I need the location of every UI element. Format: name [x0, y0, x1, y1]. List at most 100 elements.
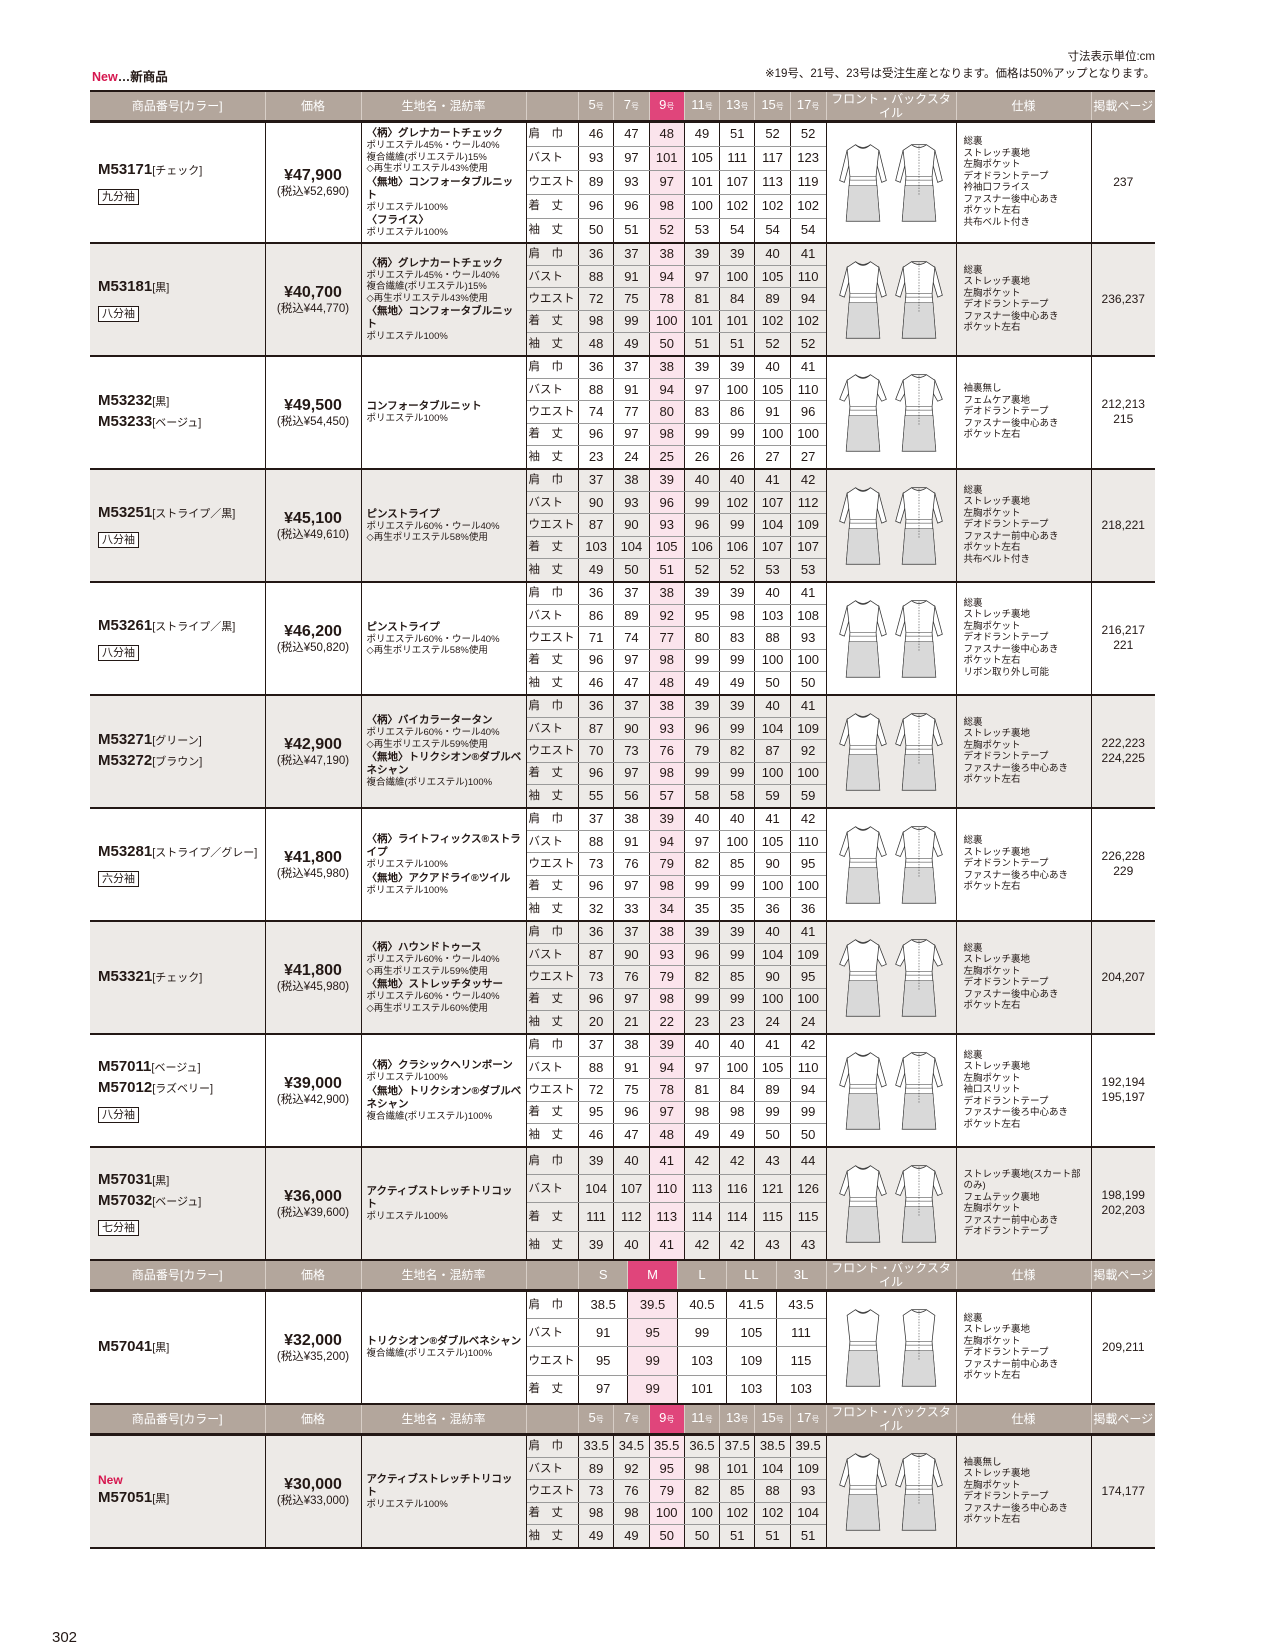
measurements-table: 肩 巾 36 37 38 39 39 40 41 バスト 87 90 93 96 99 104 109 ウエスト… — [526, 695, 826, 807]
measure-value: 107 — [613, 1174, 650, 1204]
measure-value: 116 — [719, 1174, 755, 1204]
price-cell: ¥30,000 (税込¥33,000) — [264, 1434, 361, 1549]
measure-row: 着 丈 96 97 98 99 99 100 100 — [526, 762, 826, 786]
product-code-cell: M57011[ベージュ] M57012[ラズベリー] 八分袖 — [90, 1033, 265, 1148]
spec-item: ポケット左右 — [963, 1370, 1021, 1381]
spec-item: ポケット左右 — [963, 542, 1021, 554]
price: ¥36,000 — [284, 1187, 342, 1205]
measure-row: バスト 88 91 94 97 100 105 110 — [526, 378, 826, 402]
fabric-name: 〈柄〉グレナカートチェック — [366, 127, 504, 139]
measure-value: 81 — [683, 1078, 720, 1102]
measurements-cell: 肩 巾 38.5 39.5 40.5 41.5 43.5 バスト 91 95 99 105 111 ウエ… — [525, 1290, 826, 1405]
measure-value: 93 — [648, 943, 685, 967]
measure-value: 80 — [683, 626, 720, 650]
made-to-order-note: ※19号、21号、23号は受注生産となります。価格は50%アップとなります。 — [764, 68, 1155, 80]
spec-item: ストレッチ裏地 — [963, 609, 1031, 621]
measure-row: バスト 87 90 93 96 99 104 109 — [526, 943, 826, 967]
col-header-price: 価格 — [264, 90, 361, 123]
measure-value: 104 — [613, 536, 650, 560]
measure-value: 94 — [648, 1056, 685, 1080]
measure-row: 着 丈 96 97 98 99 99 100 100 — [526, 875, 826, 899]
measure-label: 着 丈 — [526, 423, 579, 447]
size-label: 5 — [588, 1409, 596, 1425]
product-code-cell: New M57051[黒] — [90, 1434, 265, 1549]
measure-value: 49 — [577, 558, 614, 581]
fabric-name: アクティブストレッチトリコット — [366, 1472, 513, 1498]
measure-label: 着 丈 — [526, 194, 579, 219]
measure-value: 99 — [683, 649, 720, 673]
spec-cell: 総裏 ストレッチ裏地 デオドラントテープ ファスナー後ろ中心あき ポケット左右 — [955, 807, 1091, 922]
style-illustration-cell — [825, 242, 956, 357]
measure-value: 99 — [789, 1101, 826, 1125]
measurements-table: 肩 巾 36 37 38 39 39 40 41 バスト 88 91 94 97 100 105 110 ウエス… — [526, 243, 826, 355]
spec-item: ポケット左右 — [963, 774, 1021, 785]
price-cell: ¥45,100 (税込¥49,610) — [264, 468, 361, 583]
measure-row: 袖 丈 50 51 52 53 54 54 54 — [526, 218, 826, 242]
measure-row: 着 丈 96 97 98 99 99 100 100 — [526, 649, 826, 673]
front-style-illustration — [839, 144, 887, 222]
measure-value: 76 — [613, 965, 650, 989]
measure-label: バスト — [526, 146, 579, 171]
measure-row: ウエスト 72 75 78 81 84 89 94 — [526, 287, 826, 311]
measure-label: バスト — [526, 1174, 579, 1204]
spec-item: フェムテック裏地 — [963, 1191, 1040, 1203]
measure-value: 24 — [613, 445, 650, 468]
size-label: 13 — [726, 97, 741, 112]
price-cell: ¥41,800 (税込¥45,980) — [264, 807, 361, 922]
measure-value: 100 — [719, 830, 755, 854]
measure-value: 92 — [648, 604, 685, 628]
measure-value: 52 — [754, 332, 791, 355]
measure-value: 51 — [683, 332, 720, 355]
spec-item: ストレッチ裏地 — [963, 1468, 1031, 1479]
size-header-M: M — [627, 1260, 678, 1289]
measure-value: 96 — [577, 762, 614, 786]
measure-label: バスト — [526, 265, 579, 289]
measure-value: 95 — [789, 965, 826, 989]
measure-value: 93 — [789, 1479, 826, 1503]
measure-value: 24 — [789, 1010, 826, 1033]
spec-item: 総裏 — [963, 597, 983, 609]
fabric-name: 〈柄〉バイカラータータン — [366, 714, 493, 727]
size-suffix: 号 — [666, 1414, 675, 1424]
measure-value: 100 — [719, 1056, 755, 1080]
spec-item: 共布ベルト付き — [963, 216, 1031, 228]
measurements-table: 肩 巾 38.5 39.5 40.5 41.5 43.5 バスト 91 95 99 105 111 ウエ… — [526, 1291, 826, 1403]
measurements-table: 肩 巾 37 38 39 40 40 41 42 バスト 88 91 94 97 100 105 110 ウエス… — [526, 1034, 826, 1146]
spec-item: デオドラントテープ — [963, 1347, 1049, 1358]
measure-value: 51 — [789, 1524, 826, 1547]
measure-row: バスト 89 92 95 98 101 104 109 — [526, 1457, 826, 1481]
measure-value: 101 — [683, 170, 720, 195]
measure-row: 肩 巾 36 37 38 39 39 40 41 — [526, 921, 826, 944]
spec-cell: 総裏 ストレッチ裏地 左胸ポケット デオドラントテープ ファスナー後中心あき ポケット左右 — [955, 920, 1091, 1035]
catalog-page-ref: 229 — [1113, 864, 1134, 878]
measure-value: 99 — [719, 988, 755, 1012]
new-badge: New — [98, 1473, 123, 1487]
product-code: M57051[黒] — [98, 1488, 261, 1509]
measure-label: 肩 巾 — [526, 356, 579, 379]
measure-value: 94 — [789, 1078, 826, 1102]
measure-value: 40 — [683, 469, 720, 492]
front-style-illustration — [845, 1309, 881, 1387]
measurements-table: 肩 巾 36 37 38 39 39 40 41 バスト 87 90 93 96 99 104 109 ウエスト… — [526, 921, 826, 1033]
measure-value: 43.5 — [775, 1291, 826, 1320]
measure-value: 110 — [789, 830, 826, 854]
fabric-name: ピンストライプ — [366, 620, 440, 633]
measure-value: 41 — [648, 1147, 685, 1176]
measure-value: 36 — [577, 243, 614, 266]
measure-row: バスト 93 97 101 105 111 117 123 — [526, 146, 826, 171]
measure-value: 99 — [627, 1346, 678, 1376]
measure-row: 肩 巾 38.5 39.5 40.5 41.5 43.5 — [526, 1291, 826, 1320]
catalog-page-ref: 209,211 — [1102, 1339, 1145, 1354]
measure-value: 100 — [754, 988, 791, 1012]
measure-label: バスト — [526, 1056, 579, 1080]
measure-value: 51 — [648, 558, 685, 581]
front-style-illustration — [839, 1165, 887, 1243]
size-suffix: 号 — [811, 102, 820, 111]
measure-row: ウエスト 73 76 79 82 85 88 93 — [526, 1479, 826, 1503]
size-header-17: 17号 — [789, 1404, 826, 1433]
measure-value: 99 — [719, 943, 755, 967]
measure-row: バスト 91 95 99 105 111 — [526, 1318, 826, 1348]
measure-value: 73 — [613, 739, 650, 763]
size-label: 7 — [623, 1409, 632, 1425]
tax-included-price: (税込¥35,200) — [276, 1350, 350, 1363]
